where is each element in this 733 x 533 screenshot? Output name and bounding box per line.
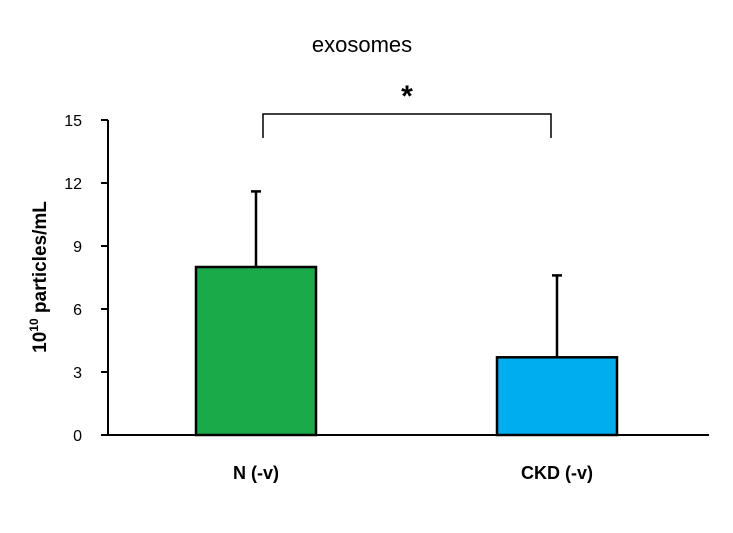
bar: [194, 265, 318, 437]
category-labels: N (-v) CKD (-v): [233, 463, 593, 483]
significance-bracket: *: [262, 80, 552, 138]
y-tick-label: 12: [64, 176, 82, 193]
y-ticks: 0 3 6 9 12 15: [64, 113, 108, 445]
y-axis-label-base: 10: [30, 332, 51, 353]
y-tick-label: 3: [73, 365, 82, 382]
bars: [194, 265, 619, 437]
category-label: N (-v): [233, 463, 279, 483]
y-axis-label: 1010 particles/mL: [27, 201, 51, 353]
y-tick-label: 0: [73, 428, 82, 445]
svg-text:1010 particles/mL: 1010 particles/mL: [27, 201, 51, 353]
significance-bracket-line: [262, 113, 552, 138]
y-axis-label-exponent: 10: [27, 318, 41, 332]
significance-asterisk: *: [401, 80, 413, 113]
category-label: CKD (-v): [521, 463, 593, 483]
y-tick-label: 9: [73, 239, 82, 256]
bar: [495, 356, 619, 437]
y-tick-label: 15: [64, 113, 82, 130]
chart-title: exosomes: [312, 32, 412, 57]
error-bars: [251, 190, 562, 358]
y-tick-label: 6: [73, 302, 82, 319]
y-axis-label-rest: particles/mL: [30, 201, 51, 319]
